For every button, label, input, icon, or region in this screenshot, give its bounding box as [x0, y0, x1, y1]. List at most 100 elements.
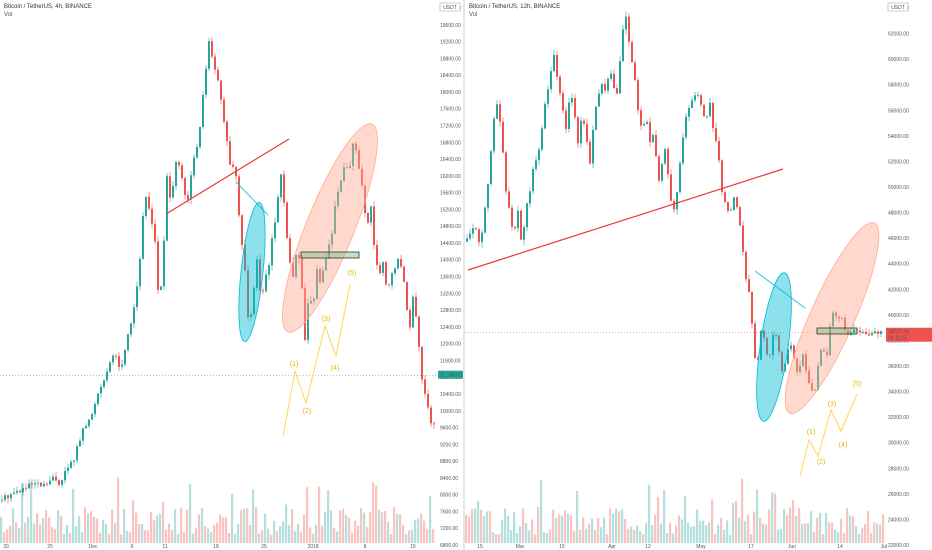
- y-axis-tick-label: 8800.00: [440, 459, 458, 465]
- volume-bar: [24, 522, 27, 543]
- candle-body: [670, 174, 672, 201]
- volume-bar: [831, 522, 834, 543]
- candle-body: [775, 334, 777, 336]
- volume-bar: [363, 512, 366, 543]
- candle-body: [163, 240, 165, 287]
- volume-bar: [498, 534, 501, 543]
- candle-body: [544, 103, 546, 129]
- candle-body: [295, 254, 297, 277]
- x-axis-tick-label: 20: [3, 544, 9, 550]
- wave-label: (1): [290, 361, 299, 368]
- volume-bar: [258, 533, 261, 543]
- volume-bar: [702, 520, 705, 543]
- volume-bar: [750, 534, 753, 543]
- volume-bar: [519, 526, 522, 543]
- y-axis-tick-label: 36000.00: [888, 364, 909, 370]
- candle-body: [538, 149, 540, 161]
- volume-bar: [834, 529, 837, 543]
- candle-body: [715, 128, 717, 141]
- volume-bar: [129, 532, 132, 543]
- volume-bar: [312, 533, 315, 543]
- volume-bar: [693, 526, 696, 543]
- y-axis-tick-label: 10400.00: [440, 392, 461, 398]
- candle-body: [7, 495, 9, 499]
- volume-bar: [216, 522, 219, 543]
- volume-bar: [375, 485, 378, 543]
- volume-bar: [300, 531, 303, 543]
- volume-bar: [399, 514, 402, 543]
- panel-divider[interactable]: [463, 0, 465, 550]
- volume-bar: [858, 533, 861, 543]
- volume-bar: [261, 530, 264, 543]
- candle-body: [748, 279, 750, 292]
- candle-body: [139, 258, 141, 287]
- volume-bar: [138, 523, 141, 543]
- volume-bar: [879, 524, 882, 543]
- volume-bar: [279, 526, 282, 543]
- candle-body: [676, 192, 678, 210]
- candle-body: [580, 120, 582, 144]
- candle-body: [583, 120, 585, 124]
- y-axis-tick-label: 7200.00: [440, 526, 458, 532]
- candle-body: [700, 95, 702, 105]
- volume-bar: [321, 525, 324, 543]
- candle-body: [364, 185, 366, 213]
- volume-bar: [552, 509, 555, 543]
- candle-body: [91, 414, 93, 420]
- wave-label: (1): [807, 429, 816, 436]
- candle-body: [361, 168, 363, 186]
- y-axis-tick-label: 26000.00: [888, 492, 909, 498]
- volume-bar: [387, 522, 390, 543]
- volume-bar: [234, 533, 237, 543]
- y-axis-tick-label: 44000.00: [888, 262, 909, 268]
- candle-body: [148, 196, 150, 209]
- candle-body: [373, 206, 375, 245]
- candle-body: [619, 61, 621, 94]
- wave-label: (2): [817, 459, 826, 466]
- volume-bar: [549, 529, 552, 543]
- candle-body: [532, 169, 534, 192]
- volume-bar: [621, 509, 624, 543]
- volume-bar: [357, 525, 360, 543]
- candle-body: [742, 225, 744, 252]
- chart-panel-12h[interactable]: Bitcoin / TetherUS, 12h, BINANCE Vol 640…: [465, 0, 932, 550]
- chart-canvas-4h[interactable]: 20000.0019600.0019200.0018800.0018400.00…: [0, 0, 463, 550]
- candle-body: [190, 175, 192, 200]
- candle-body: [250, 314, 252, 318]
- candle-body: [811, 383, 813, 391]
- candle-body: [289, 238, 291, 263]
- candle-body: [214, 56, 216, 70]
- chart-panel-4h[interactable]: Bitcoin / TetherUS, 4h, BINANCE Vol 2000…: [0, 0, 463, 550]
- volume-bar: [630, 526, 633, 543]
- candle-body: [385, 262, 387, 285]
- candle-body: [259, 259, 261, 291]
- volume-bar: [270, 534, 273, 543]
- candle-body: [127, 334, 129, 350]
- x-axis-tick-label: 15: [559, 544, 565, 550]
- volume-bar: [594, 529, 597, 543]
- volume-bar: [342, 508, 345, 543]
- volume-bar: [555, 517, 558, 543]
- volume-bar: [72, 488, 75, 543]
- price-tag-value: 38727.99: [888, 330, 909, 336]
- candle-body: [43, 483, 45, 487]
- chart-canvas-12h[interactable]: 64000.0062000.0060000.0058000.0056000.00…: [465, 0, 932, 550]
- volume-bar: [0, 516, 3, 543]
- volume-bar: [771, 492, 774, 543]
- volume-bar: [84, 507, 87, 543]
- y-axis-tick-label: 42000.00: [888, 287, 909, 293]
- candle-body: [94, 403, 96, 415]
- volume-bar: [570, 515, 573, 543]
- candle-body: [238, 176, 240, 216]
- volume-bar: [198, 514, 201, 543]
- candle-body: [97, 393, 99, 404]
- volume-bar: [378, 509, 381, 543]
- volume-bar: [156, 515, 159, 543]
- y-axis-tick-label: 46000.00: [888, 236, 909, 242]
- volume-bar: [66, 525, 69, 543]
- volume-bar: [33, 523, 36, 543]
- candle-body: [28, 483, 30, 489]
- candle-body: [817, 365, 819, 391]
- candle-body: [16, 490, 18, 493]
- candle-body: [496, 104, 498, 119]
